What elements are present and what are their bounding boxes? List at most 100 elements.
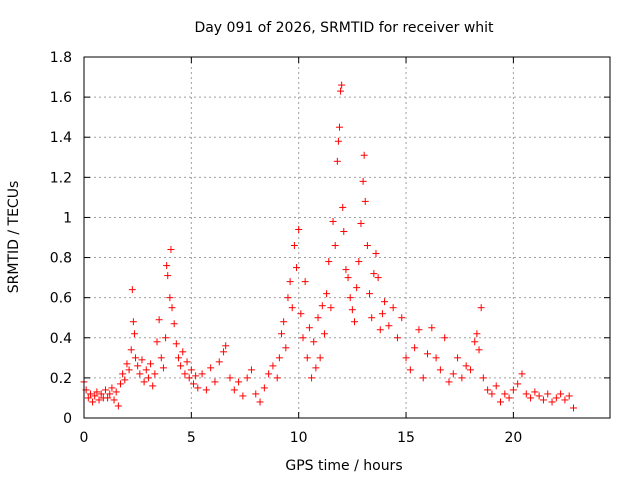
y-tick-label: 0.6	[50, 291, 72, 307]
data-point	[181, 370, 189, 378]
data-point	[531, 388, 539, 396]
data-point	[132, 354, 140, 362]
data-point	[230, 386, 238, 394]
data-point	[172, 340, 180, 348]
data-point	[163, 262, 171, 270]
data-point	[318, 302, 326, 310]
data-point	[168, 304, 176, 312]
data-point	[95, 396, 103, 404]
data-point	[301, 278, 309, 286]
data-point	[360, 151, 368, 159]
data-point	[561, 396, 569, 404]
data-point	[359, 177, 367, 185]
data-point	[202, 386, 210, 394]
data-point	[192, 372, 200, 380]
data-point	[129, 318, 137, 326]
data-point	[235, 378, 243, 386]
data-point	[314, 314, 322, 322]
data-point	[376, 326, 384, 334]
data-point	[488, 390, 496, 398]
data-point	[449, 370, 457, 378]
data-point	[269, 362, 277, 370]
data-point	[252, 390, 260, 398]
data-point	[458, 374, 466, 382]
data-point	[411, 344, 419, 352]
data-point	[514, 380, 522, 388]
data-point	[86, 390, 94, 398]
data-point	[136, 370, 144, 378]
data-point	[114, 402, 122, 410]
y-tick-label: 1.8	[50, 50, 72, 66]
data-point	[348, 306, 356, 314]
data-point	[475, 346, 483, 354]
data-point	[398, 314, 406, 322]
data-point	[293, 264, 301, 272]
y-tick-label: 1.6	[50, 90, 72, 106]
data-point	[220, 348, 228, 356]
data-point	[159, 364, 167, 372]
data-point	[497, 398, 505, 406]
data-point	[378, 310, 386, 318]
data-point	[265, 370, 273, 378]
data-point	[466, 366, 474, 374]
data-point	[535, 392, 543, 400]
data-point	[327, 304, 335, 312]
data-point	[222, 342, 230, 350]
x-tick-label: 5	[187, 430, 196, 446]
data-point	[119, 370, 127, 378]
data-point	[127, 346, 135, 354]
y-axis-label: SRMTID / TECUs	[6, 181, 22, 294]
data-point	[337, 87, 345, 95]
data-point	[361, 197, 369, 205]
data-point	[368, 314, 376, 322]
data-point	[509, 386, 517, 394]
data-point	[164, 272, 172, 280]
data-point	[308, 374, 316, 382]
data-point	[147, 360, 155, 368]
data-point	[552, 394, 560, 402]
x-tick-label: 15	[397, 430, 415, 446]
data-point	[112, 388, 120, 396]
chart-title: Day 091 of 2026, SRMTID for receiver whi…	[194, 20, 494, 36]
data-point	[179, 348, 187, 356]
x-axis-label: GPS time / hours	[285, 458, 402, 474]
data-point	[445, 378, 453, 386]
data-point	[278, 330, 286, 338]
data-point	[424, 350, 432, 358]
data-point	[484, 386, 492, 394]
data-point	[366, 290, 374, 298]
data-point	[239, 392, 247, 400]
data-point	[155, 316, 163, 324]
data-point	[295, 225, 303, 233]
data-point	[325, 258, 333, 266]
data-point	[305, 324, 313, 332]
data-point	[194, 384, 202, 392]
data-point	[374, 274, 382, 282]
data-point	[353, 284, 361, 292]
data-point	[84, 394, 92, 402]
data-points	[80, 81, 578, 412]
data-point	[273, 374, 281, 382]
data-point	[153, 338, 161, 346]
data-point	[167, 246, 175, 254]
data-point	[185, 374, 193, 382]
data-point	[110, 396, 118, 404]
y-tick-label: 1.2	[50, 170, 72, 186]
data-point	[215, 358, 223, 366]
data-point	[355, 258, 363, 266]
data-point	[312, 364, 320, 372]
data-point	[183, 358, 191, 366]
data-point	[357, 219, 365, 227]
data-point	[177, 362, 185, 370]
x-tick-labels: 0 5 10 15 20	[80, 430, 523, 446]
data-point	[335, 123, 343, 131]
data-point	[226, 374, 234, 382]
data-point	[565, 392, 573, 400]
data-point	[505, 394, 513, 402]
data-point	[557, 390, 565, 398]
y-tick-label: 1	[63, 210, 72, 226]
grid-lines	[84, 57, 610, 418]
data-point	[339, 203, 347, 211]
data-point	[331, 242, 339, 250]
data-point	[170, 320, 178, 328]
